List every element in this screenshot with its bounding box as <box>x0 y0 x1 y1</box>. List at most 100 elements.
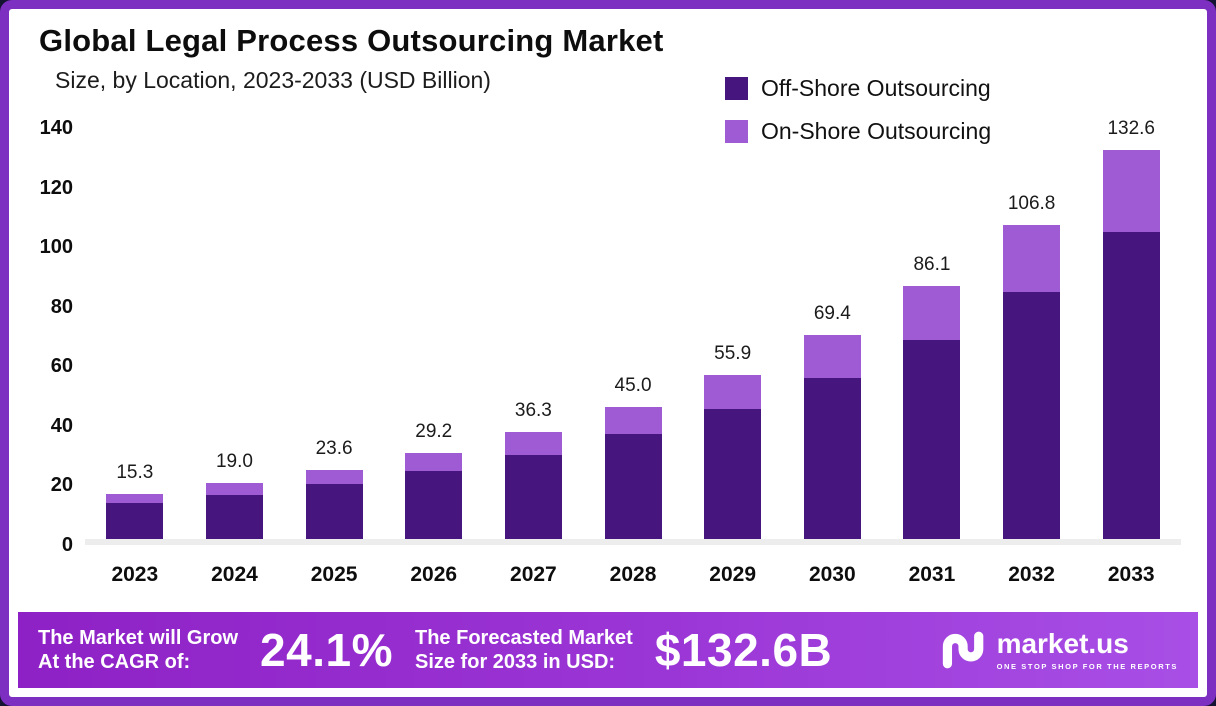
bar-column: 45.0 2028 <box>583 128 683 586</box>
offshore-segment <box>405 470 463 539</box>
bar-column: 19.0 2024 <box>185 128 285 586</box>
onshore-segment <box>1003 225 1061 292</box>
brand-name: market.us <box>996 627 1129 659</box>
stacked-bar <box>1102 149 1160 539</box>
bar-column: 86.1 2031 <box>882 128 982 586</box>
brand-tagline: ONE STOP SHOP FOR THE REPORTS <box>996 661 1178 671</box>
legend: Off-Shore Outsourcing On-Shore Outsourci… <box>725 75 991 145</box>
offshore-segment <box>504 454 562 539</box>
bar-column: 55.9 2029 <box>683 128 783 586</box>
offshore-segment <box>604 434 662 539</box>
stacked-bar <box>305 469 363 539</box>
legend-label: Off-Shore Outsourcing <box>761 75 991 101</box>
y-tick-label: 0 <box>61 534 73 556</box>
x-axis-label: 2031 <box>908 563 956 586</box>
onshore-segment <box>704 374 762 410</box>
stacked-bar <box>604 406 662 539</box>
bar-column: 23.6 2025 <box>284 128 384 586</box>
legend-item-onshore: On-Shore Outsourcing <box>725 118 991 145</box>
cagr-value: 24.1% <box>260 624 393 676</box>
offshore-segment <box>1102 232 1160 539</box>
y-tick-label: 80 <box>50 295 73 318</box>
bar-column: 69.4 2030 <box>782 128 882 586</box>
onshore-segment <box>106 494 164 504</box>
plot: 15.3 2023 19.0 2024 23.6 2025 29.2 2026 36.3 2027… <box>85 118 1181 586</box>
bar-value-label: 29.2 <box>415 421 453 443</box>
onshore-segment <box>1102 149 1160 233</box>
page-subtitle: Size, by Location, 2023-2033 (USD Billio… <box>55 67 491 93</box>
x-axis-label: 2028 <box>609 563 657 586</box>
offshore-segment <box>106 503 164 539</box>
y-tick-label: 140 <box>39 117 73 139</box>
offshore-segment <box>1003 291 1061 539</box>
x-axis-label: 2027 <box>510 563 557 586</box>
x-axis-label: 2026 <box>410 563 458 586</box>
cagr-label-line1: The Market will Grow <box>38 626 239 649</box>
y-tick-label: 60 <box>50 355 73 378</box>
stacked-bar <box>704 374 762 539</box>
onshore-segment <box>903 286 961 340</box>
bar-column: 36.3 2027 <box>484 128 584 586</box>
x-axis-label: 2025 <box>310 563 358 586</box>
bar-value-label: 36.3 <box>514 400 552 422</box>
forecast-label-line1: The Forecasted Market <box>414 626 633 649</box>
bar-column: 132.6 2033 <box>1081 118 1181 586</box>
forecast-label: The Forecasted Market Size for 2033 in U… <box>415 626 633 675</box>
y-tick-label: 100 <box>39 236 73 259</box>
legend-item-offshore: Off-Shore Outsourcing <box>725 75 991 102</box>
onshore-segment <box>803 335 861 379</box>
bar-value-label: 15.3 <box>116 462 154 484</box>
offshore-swatch-icon <box>725 77 748 100</box>
forecast-value: $132.6B <box>654 624 833 676</box>
offshore-segment <box>205 494 263 539</box>
bar-value-label: 106.8 <box>1007 193 1056 215</box>
offshore-segment <box>803 378 861 539</box>
bar-value-label: 23.6 <box>315 437 353 459</box>
bar-value-label: 19.0 <box>215 451 253 473</box>
onshore-segment <box>504 432 562 455</box>
market-us-logo-icon <box>942 631 983 669</box>
y-tick-label: 120 <box>39 176 73 199</box>
offshore-segment <box>903 339 961 539</box>
onshore-segment <box>405 453 463 471</box>
brand: market.us ONE STOP SHOP FOR THE REPORTS <box>941 627 1178 671</box>
forecast-label-line2: Size for 2033 in USD: <box>414 651 616 673</box>
stacked-bar <box>106 494 164 539</box>
page-title: Global Legal Process Outsourcing Market <box>39 23 664 58</box>
y-axis: 0 20 40 60 80 100 120 140 <box>23 117 85 556</box>
onshore-segment <box>604 406 662 435</box>
x-axis-label: 2023 <box>111 563 159 586</box>
x-axis-label: 2033 <box>1107 563 1155 586</box>
x-axis-label: 2032 <box>1008 563 1055 586</box>
stacked-bar <box>405 453 463 539</box>
bar-value-label: 45.0 <box>614 374 652 396</box>
bar-value-label: 55.9 <box>714 342 752 364</box>
footer-banner: The Market will Grow At the CAGR of: 24.… <box>18 612 1198 688</box>
plot-columns: 15.3 2023 19.0 2024 23.6 2025 29.2 2026 36.3 2027… <box>85 118 1181 586</box>
bar-value-label: 69.4 <box>813 303 851 325</box>
y-tick-label: 20 <box>50 474 73 497</box>
offshore-segment <box>704 409 762 539</box>
stacked-bar <box>903 286 961 539</box>
bar-value-label: 132.6 <box>1107 117 1155 139</box>
stacked-bar <box>803 335 861 539</box>
bar-column: 15.3 2023 <box>85 128 185 586</box>
x-axis-label: 2029 <box>709 563 757 586</box>
bar-column: 29.2 2026 <box>384 128 484 586</box>
offshore-segment <box>305 484 363 539</box>
onshore-segment <box>305 469 363 485</box>
cagr-label-line2: At the CAGR of: <box>38 651 191 673</box>
header: Global Legal Process Outsourcing Market … <box>9 9 1207 94</box>
legend-label: On-Shore Outsourcing <box>761 118 992 144</box>
stacked-bar <box>1003 225 1061 539</box>
stacked-bar <box>504 432 562 539</box>
onshore-swatch-icon <box>725 120 748 143</box>
bar-value-label: 86.1 <box>913 254 951 276</box>
stacked-bar <box>205 483 263 539</box>
cagr-label: The Market will Grow At the CAGR of: <box>38 626 238 675</box>
x-axis-label: 2024 <box>211 563 258 586</box>
plot-area: 0 20 40 60 80 100 120 140 15.3 2023 19.0 2024 23.6 2… <box>23 117 1181 586</box>
y-tick-label: 40 <box>50 414 73 437</box>
x-axis-label: 2030 <box>808 563 856 586</box>
